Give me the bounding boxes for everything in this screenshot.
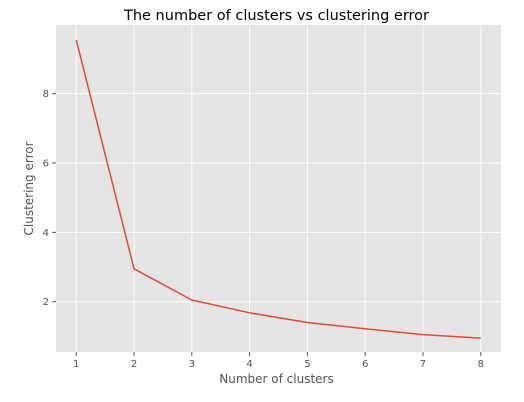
- x-tick-label-0: 1: [73, 359, 79, 370]
- ticks: 1 2 3 4 5 6 7 8 2 4 6 8: [43, 89, 484, 370]
- x-tick-label-1: 2: [131, 359, 137, 370]
- y-tick-label-0: 2: [43, 297, 49, 308]
- y-axis-label: Clustering error: [22, 141, 36, 235]
- x-tick-label-2: 3: [189, 359, 195, 370]
- plot-area: [56, 25, 501, 352]
- grid-lines: [56, 25, 501, 352]
- y-tick-label-2: 6: [43, 159, 49, 170]
- x-tick-label-4: 5: [304, 359, 310, 370]
- series-layer: [75, 39, 481, 339]
- x-tick-label-7: 8: [478, 359, 484, 370]
- series-line-0: [75, 39, 481, 339]
- y-tick-label-3: 8: [43, 89, 49, 100]
- chart-title: The number of clusters vs clustering err…: [123, 8, 429, 24]
- x-tick-label-6: 7: [420, 359, 426, 370]
- x-axis-label: Number of clusters: [219, 372, 333, 386]
- y-tick-label-1: 4: [43, 228, 49, 239]
- x-tick-label-3: 4: [246, 359, 252, 370]
- x-tick-label-5: 6: [362, 359, 368, 370]
